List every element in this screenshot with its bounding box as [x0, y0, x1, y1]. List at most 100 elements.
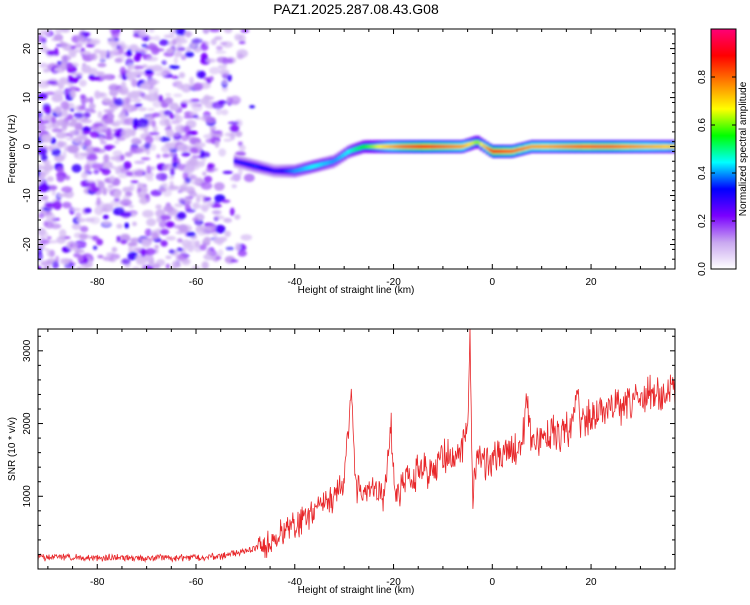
spectrogram-noise-blob	[75, 74, 83, 80]
spectrogram-noise-blob	[127, 130, 134, 137]
spectrogram-noise-blob	[140, 48, 149, 54]
spectrogram-noise-blob	[39, 30, 49, 36]
spectrogram-noise-blob	[148, 131, 160, 136]
spectrogram-noise-blob	[51, 94, 64, 103]
spectrogram-noise-blob	[219, 41, 228, 46]
spectrogram-ridge-cell	[577, 144, 581, 149]
spectrogram-ytick-label: -20	[22, 237, 33, 252]
spectrogram-noise-blob	[52, 261, 59, 269]
spectrogram-ridge-cell	[616, 144, 620, 149]
spectrogram-noise-blob	[103, 162, 110, 168]
spectrogram-noise-blob	[173, 56, 178, 65]
spectrogram-noise-blob	[223, 138, 232, 142]
spectrogram-noise-blob	[199, 244, 207, 251]
spectrogram-noise-blob	[99, 50, 108, 57]
spectrogram-xtick-label: -20	[386, 277, 401, 288]
spectrogram-noise-blob	[80, 51, 92, 55]
spectrogram-noise-blob	[165, 263, 170, 269]
spectrogram-noise-blob	[169, 29, 176, 35]
spectrogram-noise-blob	[97, 62, 107, 68]
colorbar-tick-label: 0.4	[697, 166, 708, 180]
spectrogram-noise-blob	[135, 124, 148, 128]
spectrogram-noise-blob	[144, 115, 153, 119]
spectrogram-noise-blob	[91, 53, 96, 61]
spectrogram-noise-blob	[57, 140, 62, 145]
spectrogram-noise-blob	[70, 90, 76, 99]
spectrogram-ridge-cell	[453, 144, 457, 149]
spectrogram-noise-blob	[176, 40, 182, 48]
spectrogram-ridge-cell	[468, 142, 472, 147]
snr-frame	[37, 328, 676, 570]
spectrogram-noise-blob	[111, 246, 118, 253]
spectrogram-noise-blob	[102, 221, 111, 225]
spectrogram-noise-blob	[173, 162, 178, 168]
spectrogram-noise-blob	[181, 152, 191, 157]
spectrogram-ridge-cell	[257, 165, 261, 170]
spectrogram-noise-blob	[195, 196, 201, 203]
spectrogram-noise-blob	[103, 154, 110, 163]
spectrogram-noise-blob	[229, 207, 235, 216]
spectrogram-noise-blob	[117, 173, 128, 179]
spectrogram-noise-blob	[205, 167, 216, 173]
spectrogram-ridge-cell	[636, 144, 641, 149]
spectrogram-noise-blob	[81, 171, 88, 179]
snr-xtick-label: -40	[288, 577, 303, 588]
spectrogram-ridge-cell	[512, 149, 516, 153]
spectrogram-noise-blob	[114, 129, 122, 139]
spectrogram-noise-blob	[143, 170, 154, 179]
spectrogram-ridge-cell	[269, 168, 273, 173]
spectrogram-ridge-cell	[254, 164, 258, 169]
spectrogram-ridge-cell	[491, 149, 495, 154]
spectrogram-ridge-cell	[521, 146, 525, 151]
spectrogram-noise-blob	[134, 160, 146, 164]
spectrogram-noise-blob	[63, 110, 68, 119]
snr-xtick-label: 20	[585, 577, 597, 588]
spectrogram-noise-blob	[205, 58, 216, 63]
spectrogram-noise-blob	[181, 83, 192, 93]
spectrogram-noise-blob	[81, 263, 89, 269]
spectrogram-noise-blob	[224, 230, 231, 237]
spectrogram-noise-blob	[177, 254, 188, 261]
spectrogram-ridge-cell	[589, 144, 593, 149]
spectrogram-noise-blob	[230, 176, 235, 181]
spectrogram-noise-blob	[146, 177, 154, 182]
spectrogram-noise-blob	[206, 249, 212, 256]
spectrogram-noise-blob	[161, 60, 167, 66]
spectrogram-ridge-cell	[275, 169, 279, 173]
spectrogram-noise-blob	[118, 168, 130, 174]
spectrogram-noise-blob	[154, 244, 160, 249]
spectrogram-axis-ticks: -80 -60 -40 -20 0 20 -20 -10 0 10 20	[22, 29, 675, 288]
spectrogram-noise-blob	[43, 159, 51, 166]
spectrogram-noise-blob	[191, 38, 203, 44]
spectrogram-noise-blob	[156, 154, 161, 159]
spectrogram-ridge-cell	[414, 144, 418, 149]
spectrogram-noise-blob	[220, 199, 231, 203]
spectrogram-noise-blob	[168, 175, 175, 180]
spectrogram-noise-blob	[183, 115, 194, 119]
spectrogram-ridge-cell	[485, 146, 490, 151]
spectrogram-noise-blob	[178, 72, 186, 79]
spectrogram-ridge-cell	[299, 167, 303, 172]
spectrogram-noise-blob	[107, 184, 115, 188]
spectrogram-ridge-cell	[447, 144, 451, 149]
spectrogram-noise-blob	[101, 203, 114, 213]
spectrogram-noise-blob	[46, 50, 57, 56]
spectrogram-noise-blob	[194, 222, 202, 225]
spectrogram-ridge-cell	[565, 144, 570, 149]
spectrogram-noise-blob	[214, 36, 223, 41]
spectrogram-noise-blob	[183, 243, 189, 250]
spectrogram-noise-blob	[114, 197, 120, 202]
spectrogram-noise-blob	[83, 182, 91, 186]
spectrogram-noise-blob	[51, 144, 57, 150]
spectrogram-noise-blob	[44, 168, 51, 175]
spectrogram-noise-blob	[51, 116, 57, 124]
spectrogram-noise-blob	[224, 132, 236, 137]
spectrogram-noise-blob	[47, 80, 58, 84]
spectrogram-noise-blob	[162, 153, 170, 158]
spectrogram-ridge-cell	[331, 159, 335, 164]
spectrogram-noise-blob	[159, 67, 172, 76]
spectrogram-noise-blob	[185, 160, 197, 166]
spectrogram-noise-blob	[97, 254, 104, 259]
spectrogram-noise-blob	[121, 81, 127, 90]
spectrogram-noise-blob	[145, 69, 153, 75]
